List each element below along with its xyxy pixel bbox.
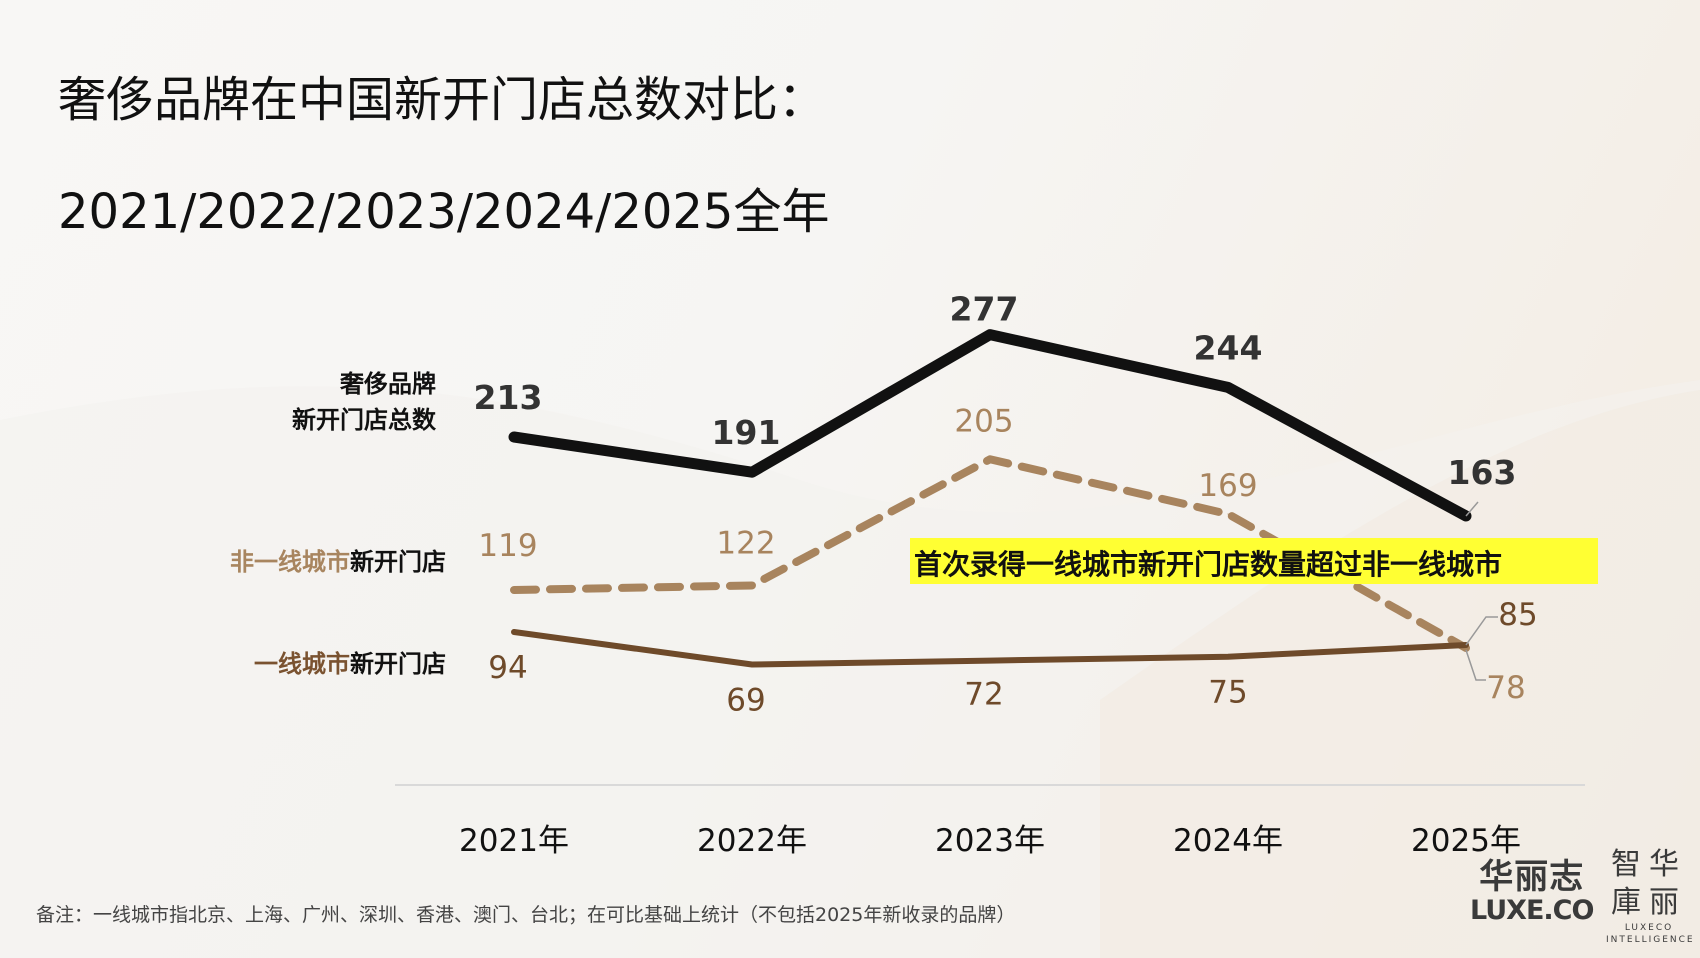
data-point-non-tier1	[751, 584, 753, 586]
annotation-text: 首次录得一线城市新开门店数量超过非一线城市	[914, 548, 1502, 581]
intel-logo-en-row2: INTELLIGENCE	[1606, 935, 1695, 945]
series-label-tier1-part2: 新开门店	[350, 650, 446, 678]
luxeco-intelligence-logo: 智华 庫丽 LUXECO INTELLIGENCE	[1606, 846, 1695, 946]
data-point-total	[1227, 386, 1229, 388]
intel-logo-cn-row1: 智华	[1611, 847, 1687, 882]
data-label-total: 213	[474, 378, 543, 417]
data-point-tier1	[513, 631, 515, 633]
data-label-total: 163	[1448, 453, 1517, 492]
series-label-non-tier1: 非一线城市新开门店	[230, 548, 446, 576]
annotation-highlight	[910, 538, 1598, 584]
luxeco-logo-cn: 华丽志	[1479, 857, 1585, 897]
luxeco-logo: 华丽志 LUXE.CO	[1470, 857, 1594, 926]
series-label-total-line2: 新开门店总数	[292, 406, 437, 434]
title-line-1: 奢侈品牌在中国新开门店总数对比：	[58, 72, 827, 128]
x-tick-label: 2023年	[935, 823, 1045, 859]
title-line-2: 2021/2022/2023/2024/2025全年	[58, 184, 830, 240]
data-label-non-tier1: 169	[1198, 468, 1257, 504]
label-leader-line	[1465, 649, 1486, 681]
x-tick-label: 2021年	[459, 823, 569, 859]
series-label-non-tier1-part1: 非一线城市	[230, 548, 350, 576]
data-label-tier1: 75	[1208, 675, 1247, 711]
label-leader-line	[1465, 616, 1498, 646]
intel-logo-en-row1: LUXECO	[1624, 923, 1674, 933]
data-label-total: 244	[1194, 328, 1263, 367]
x-tick-label: 2025年	[1411, 823, 1521, 859]
data-label-tier1: 94	[488, 650, 527, 686]
data-point-tier1	[989, 660, 991, 662]
series-label-tier1: 一线城市新开门店	[254, 650, 446, 678]
series-label-tier1-part1: 一线城市	[254, 650, 350, 678]
data-point-non-tier1	[989, 458, 991, 460]
data-point-total	[513, 436, 515, 438]
data-label-tier1: 69	[726, 683, 765, 719]
footnote: 备注：一线城市指北京、上海、广州、深圳、香港、澳门、台北；在可比基础上统计（不包…	[36, 904, 1016, 926]
data-label-total: 277	[950, 290, 1019, 329]
data-point-tier1	[751, 664, 753, 665]
luxeco-logo-en: LUXE.CO	[1470, 895, 1594, 926]
data-label-non-tier1: 122	[716, 525, 775, 561]
data-label-total: 191	[712, 413, 781, 452]
data-point-non-tier1	[1227, 513, 1229, 515]
x-tick-label: 2024年	[1173, 823, 1283, 859]
data-point-total	[751, 471, 753, 473]
label-leader-line	[1465, 501, 1479, 517]
series-label-total-line1: 奢侈品牌	[339, 370, 436, 398]
series-label-non-tier1-part2: 新开门店	[350, 548, 446, 576]
data-point-tier1	[1227, 656, 1229, 658]
data-point-total	[989, 334, 991, 336]
intel-logo-cn-row2: 庫丽	[1611, 885, 1687, 920]
data-label-tier1: 85	[1498, 597, 1537, 633]
data-label-non-tier1: 78	[1486, 670, 1525, 706]
series-line-tier1	[511, 629, 1469, 668]
data-label-tier1: 72	[964, 677, 1003, 713]
data-point-non-tier1	[513, 589, 515, 591]
x-tick-label: 2022年	[697, 823, 807, 859]
data-label-non-tier1: 119	[478, 528, 537, 564]
data-label-non-tier1: 205	[954, 403, 1013, 439]
